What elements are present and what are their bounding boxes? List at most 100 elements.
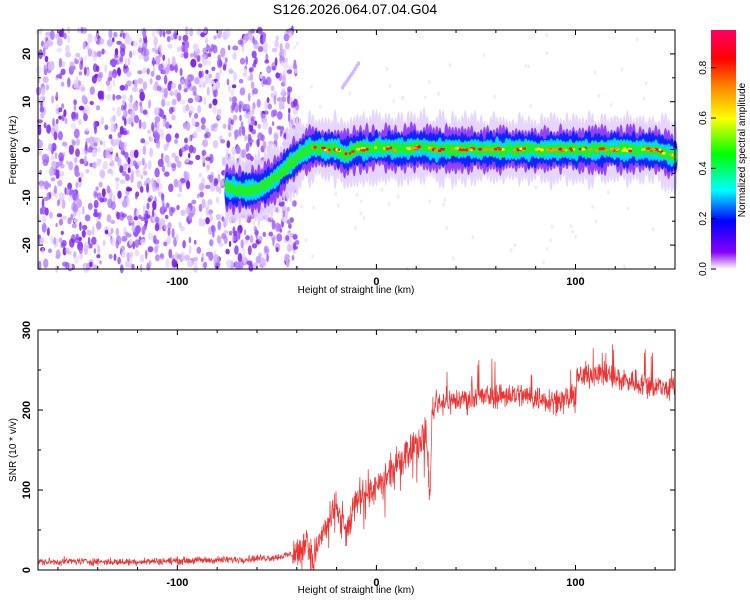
noise-dot — [55, 169, 60, 180]
noise-dot — [266, 65, 272, 74]
noise-dot — [83, 113, 88, 122]
noise-dot — [122, 199, 128, 208]
noise-dot — [171, 164, 176, 172]
track-core — [321, 146, 326, 150]
noise-dot — [179, 186, 183, 193]
y-tick-label: 100 — [21, 481, 33, 499]
noise-dot — [99, 197, 105, 203]
noise-dot — [163, 74, 168, 85]
noise-dot-faint — [354, 226, 357, 231]
noise-dot — [143, 170, 148, 176]
noise-dot — [251, 50, 257, 59]
noise-dot — [110, 138, 117, 146]
y-tick-label: 0 — [21, 567, 33, 573]
noise-dot — [164, 154, 170, 164]
noise-dot — [152, 84, 158, 92]
noise-dot — [188, 152, 191, 159]
noise-dot — [166, 63, 171, 72]
track-core — [327, 148, 331, 152]
noise-dot — [237, 252, 243, 262]
noise-dot — [177, 46, 180, 53]
noise-dot — [184, 158, 190, 164]
snr-y-ticks: 0 100 200 300 — [21, 321, 675, 573]
noise-dot — [75, 52, 81, 58]
noise-dot — [163, 87, 168, 98]
noise-dot — [216, 214, 221, 221]
noise-dot — [144, 180, 147, 187]
noise-dot — [201, 56, 208, 66]
noise-dot-faint — [311, 254, 315, 259]
noise-dot — [194, 77, 200, 85]
noise-dot — [74, 171, 81, 178]
track-core — [374, 146, 377, 150]
noise-dot — [247, 118, 251, 125]
noise-dot — [176, 193, 182, 198]
noise-dot — [191, 199, 197, 205]
noise-dot-faint — [348, 91, 351, 96]
noise-dot — [218, 242, 224, 247]
track-core — [512, 148, 517, 152]
noise-dot — [267, 217, 274, 223]
noise-dot — [91, 162, 96, 169]
noise-dot-faint — [310, 84, 313, 89]
colorbar-label: Normalized spectral amplitude — [737, 82, 748, 217]
noise-dot — [274, 57, 278, 67]
noise-dot — [127, 57, 131, 66]
noise-dot — [74, 158, 77, 167]
noise-dot — [239, 57, 246, 65]
noise-dot — [295, 103, 300, 111]
noise-dot — [256, 138, 260, 148]
y-tick-label: -10 — [21, 189, 33, 205]
noise-dot — [255, 255, 262, 264]
noise-dot — [161, 132, 165, 139]
noise-dot — [129, 149, 135, 159]
track-core — [337, 148, 341, 152]
noise-dot — [196, 246, 202, 254]
noise-dot — [239, 87, 246, 96]
noise-dot-faint — [387, 201, 391, 206]
noise-dot — [193, 43, 199, 52]
noise-dot — [110, 160, 114, 166]
track-core — [651, 148, 656, 151]
track-core — [313, 146, 317, 149]
noise-dot — [137, 77, 144, 85]
noise-dot — [287, 65, 294, 70]
noise-dot — [168, 206, 174, 217]
noise-dot — [152, 66, 156, 73]
noise-dot — [137, 70, 143, 75]
noise-dot — [208, 103, 212, 109]
noise-dot — [102, 165, 106, 170]
noise-dot — [200, 117, 206, 125]
noise-dot — [124, 109, 128, 119]
noise-dot — [246, 31, 253, 40]
spectrogram-noise-dots — [35, 25, 655, 274]
noise-dot — [288, 29, 293, 38]
colorbar-tick-label: 0.2 — [698, 211, 709, 225]
noise-dot — [173, 178, 179, 188]
noise-dot — [94, 35, 97, 43]
noise-dot — [228, 240, 232, 247]
y-tick-label: 300 — [21, 321, 33, 339]
noise-dot-faint — [545, 51, 548, 56]
track-core — [646, 147, 651, 151]
noise-dot — [223, 218, 227, 228]
noise-dot — [78, 71, 83, 76]
noise-dot — [46, 227, 50, 236]
noise-dot — [102, 240, 106, 246]
noise-dot — [155, 187, 160, 193]
noise-dot — [203, 96, 207, 106]
noise-dot — [38, 149, 43, 156]
noise-dot — [142, 109, 148, 115]
noise-dot — [187, 97, 194, 104]
noise-dot — [273, 133, 279, 141]
noise-dot — [96, 50, 102, 58]
noise-dot-faint — [442, 202, 446, 207]
noise-dot — [98, 37, 105, 45]
track-core — [589, 148, 593, 151]
noise-dot — [131, 224, 137, 233]
track-core — [658, 148, 662, 152]
noise-dot — [160, 153, 164, 162]
noise-dot — [91, 148, 98, 158]
noise-dot — [140, 138, 146, 144]
